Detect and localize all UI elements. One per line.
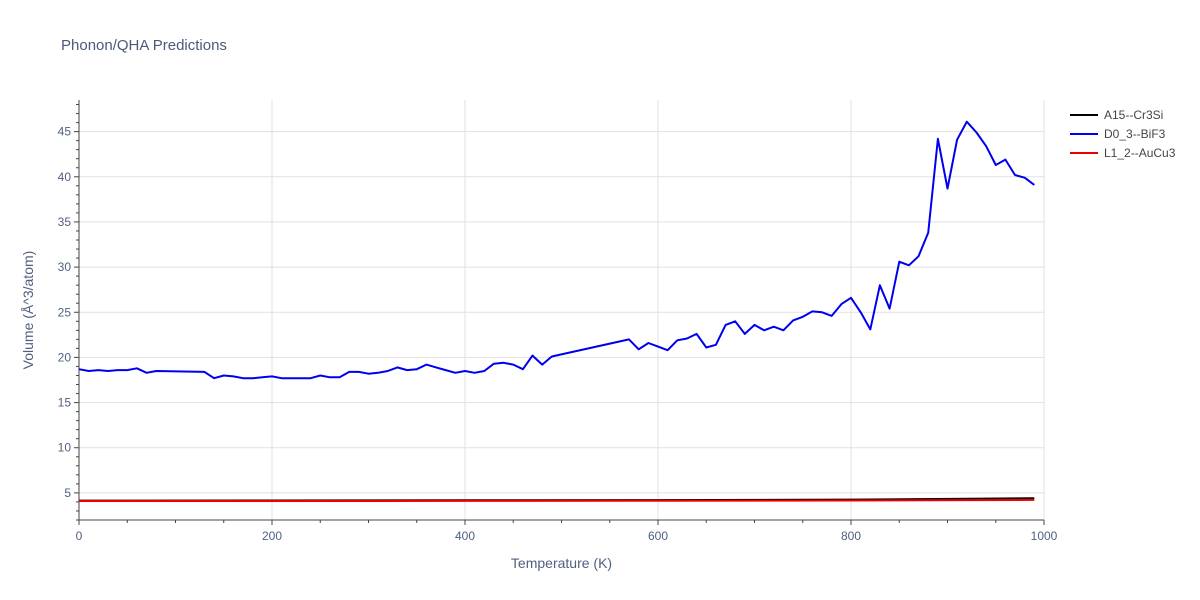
y-tick-label: 45 (58, 125, 72, 139)
y-tick-label: 35 (58, 215, 72, 229)
legend-label: D0_3--BiF3 (1104, 127, 1166, 141)
grid (79, 100, 1045, 520)
y-axis-label: Volume (Å^3/atom) (20, 251, 36, 370)
y-tick-label: 25 (58, 305, 72, 319)
legend-label: L1_2--AuCu3 (1104, 146, 1176, 160)
series-line-D0_3--BiF3 (78, 120, 1035, 380)
y-tick-label: 15 (58, 396, 72, 410)
x-axis-label: Temperature (K) (511, 555, 612, 571)
y-tick-label: 5 (64, 486, 71, 500)
legend[interactable]: A15--Cr3Si D0_3--BiF3 L1_2--AuCu3 (1070, 108, 1176, 160)
y-tick-label: 20 (58, 350, 72, 364)
y-tick-label: 40 (58, 170, 72, 184)
x-tick-label: 600 (648, 529, 668, 543)
legend-item[interactable]: A15--Cr3Si (1070, 108, 1163, 122)
axes (74, 100, 1045, 525)
y-tick-label: 10 (58, 441, 72, 455)
series-lines (78, 120, 1035, 502)
legend-label: A15--Cr3Si (1104, 108, 1163, 122)
legend-item[interactable]: D0_3--BiF3 (1070, 127, 1166, 141)
legend-item[interactable]: L1_2--AuCu3 (1070, 146, 1176, 160)
x-tick-label: 200 (262, 529, 282, 543)
x-tick-label: 0 (76, 529, 83, 543)
y-tick-labels: 5 10 15 20 25 30 35 40 45 (58, 125, 72, 500)
chart-title: Phonon/QHA Predictions (61, 37, 227, 54)
x-tick-label: 800 (841, 529, 861, 543)
x-tick-label: 400 (455, 529, 475, 543)
series-line-L1_2--AuCu3 (79, 498, 1035, 502)
x-tick-labels: 0 200 400 600 800 1000 (76, 529, 1058, 543)
x-tick-label: 1000 (1031, 529, 1058, 543)
y-tick-label: 30 (58, 260, 72, 274)
